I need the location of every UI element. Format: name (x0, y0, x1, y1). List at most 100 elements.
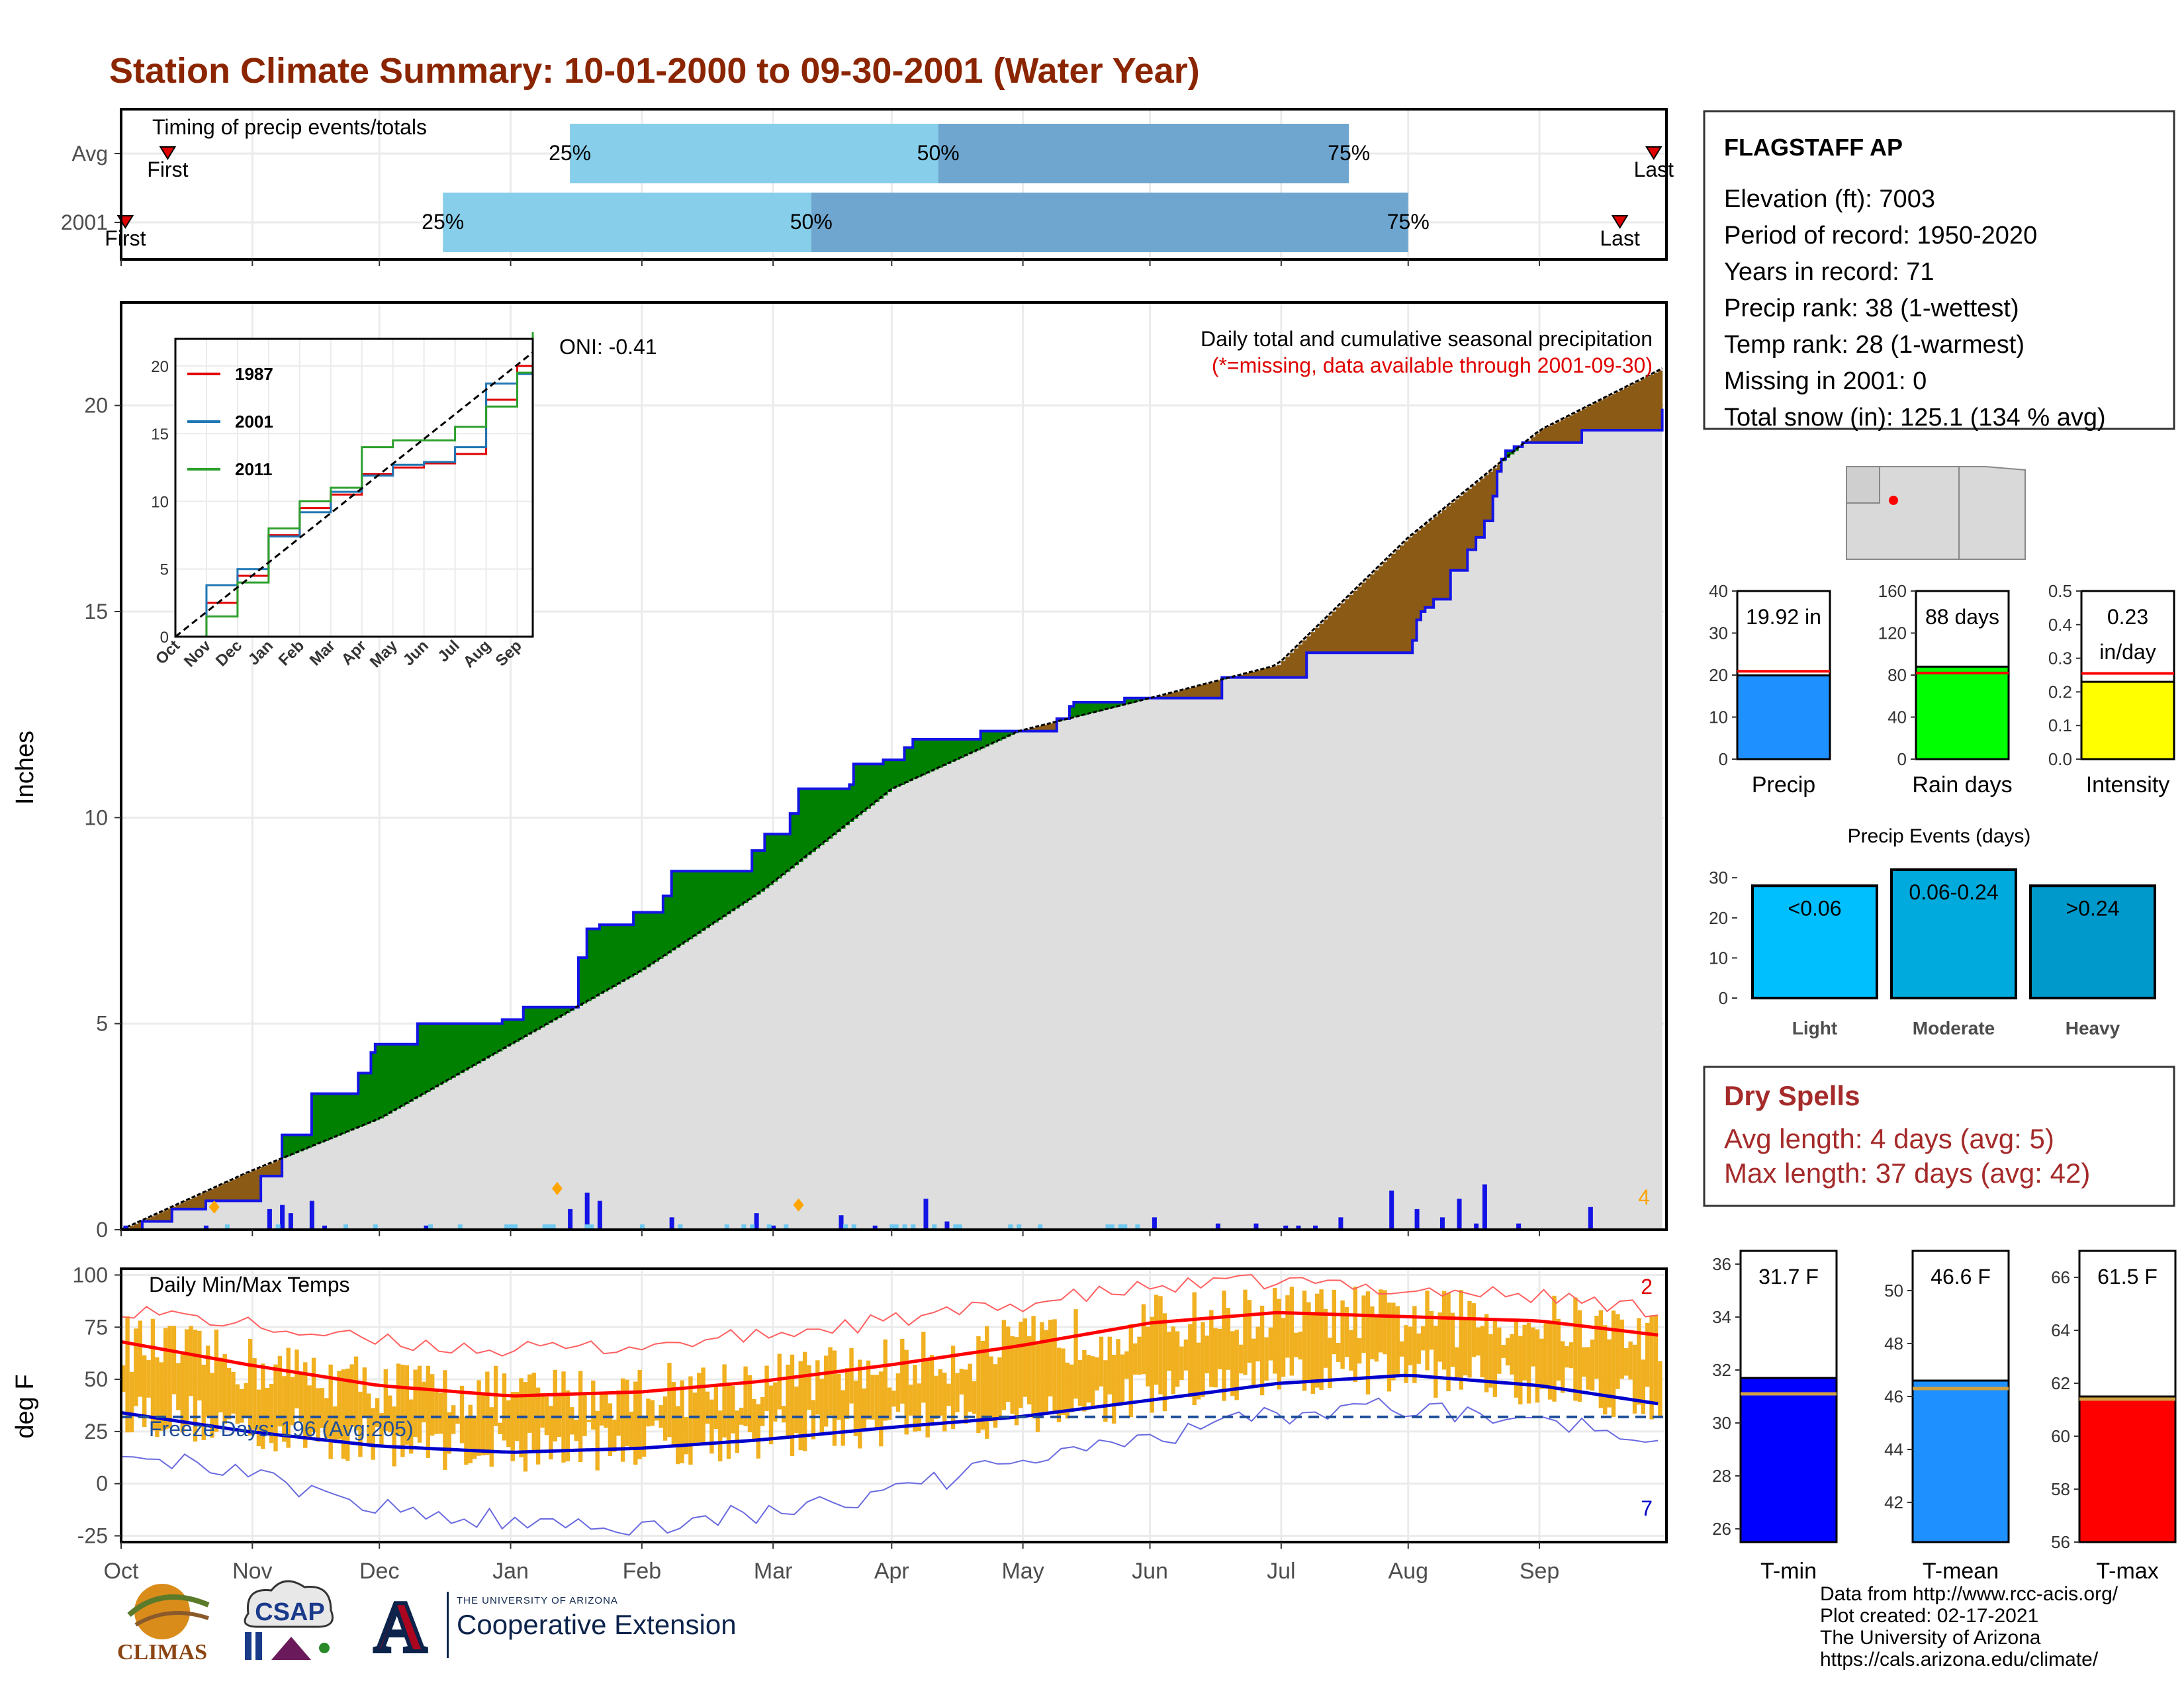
above-average-area (921, 739, 926, 775)
daily-temp-bar (1332, 1290, 1336, 1354)
daily-temp-bar (1294, 1333, 1298, 1357)
daily-temp-bar (176, 1363, 180, 1410)
daily-temp-bar (680, 1381, 684, 1463)
daily-temp-bar (1201, 1322, 1205, 1397)
temp-y-tick-label: -25 (77, 1524, 108, 1548)
below-average-area (1319, 624, 1324, 653)
below-average-area (1188, 688, 1193, 698)
daily-temp-bar (1357, 1338, 1361, 1363)
above-average-area (709, 871, 714, 925)
temp-bar-tick-label: 44 (1884, 1440, 1903, 1459)
daily-temp-bar (434, 1390, 438, 1434)
daily-temp-bar (1535, 1330, 1539, 1403)
daily-temp-bar (709, 1400, 713, 1454)
below-average-area (1637, 381, 1641, 430)
above-average-area (354, 1094, 359, 1129)
above-average-area (600, 925, 604, 994)
daily-temp-bar (1285, 1295, 1289, 1357)
mini-bar-tick-label: 160 (1878, 581, 1907, 601)
daily-temp-bar (1586, 1347, 1590, 1389)
daily-temp-bar (1264, 1337, 1268, 1381)
temp-bar-tick-label: 50 (1884, 1281, 1903, 1301)
temp-bar-tick-label: 34 (1712, 1307, 1731, 1327)
daily-temp-bar (663, 1396, 667, 1441)
above-average-area (286, 1135, 291, 1157)
below-average-area (261, 1167, 265, 1176)
temp-bar-value-label: 46.6 F (1931, 1265, 1991, 1289)
daily-temp-bar (1023, 1318, 1027, 1397)
daily-temp-bar (884, 1340, 887, 1421)
mini-bar-value (1737, 676, 1830, 759)
below-average-area (1366, 578, 1371, 653)
station-stat-line: Period of record: 1950-2020 (1724, 222, 2037, 250)
precip-panel-title: Daily total and cumulative seasonal prec… (1201, 327, 1653, 351)
daily-temp-bar (1193, 1293, 1197, 1405)
above-average-area (506, 1019, 511, 1046)
daily-temp-bar (731, 1386, 735, 1434)
daily-temp-bar (1633, 1345, 1637, 1414)
mini-bar-value-label: 0.23 (2107, 605, 2148, 629)
below-average-area (1353, 591, 1358, 653)
daily-temp-bar (1510, 1334, 1514, 1375)
station-stat-line: Total snow (in): 125.1 (134 % avg) (1724, 404, 2106, 432)
daily-temp-bar (244, 1383, 248, 1418)
daily-temp-bar (1340, 1301, 1344, 1369)
temp-bar-tick-label: 30 (1712, 1413, 1731, 1433)
above-average-area (667, 896, 672, 954)
above-average-area (955, 739, 960, 760)
above-average-area (769, 834, 774, 885)
daily-temp-bar (341, 1369, 345, 1459)
above-average-area (896, 760, 901, 787)
timing-bar-50-75 (938, 124, 1349, 183)
daily-temp-bar (570, 1407, 574, 1434)
below-average-area (1624, 388, 1629, 430)
inset-y-tick-label: 5 (160, 561, 169, 579)
temp-y-tick-label: 100 (73, 1263, 108, 1287)
below-average-area (1197, 686, 1201, 698)
above-average-area (481, 1024, 486, 1061)
daily-temp-bar (1446, 1293, 1450, 1391)
precip-panel-subtitle: (*=missing, data available through 2001-… (1212, 353, 1653, 377)
daily-precip-bar (1389, 1191, 1394, 1230)
above-average-area (714, 871, 719, 923)
above-average-area (469, 1024, 473, 1068)
below-average-area (1590, 404, 1595, 430)
daily-temp-bar (1518, 1336, 1522, 1404)
daily-temp-bar (587, 1420, 591, 1422)
daily-temp-bar (769, 1386, 773, 1445)
above-average-area (430, 1024, 435, 1090)
daily-precip-bar (310, 1201, 314, 1230)
daily-temp-bar (430, 1374, 434, 1436)
below-average-area (1324, 619, 1328, 653)
daily-temp-bar (1273, 1288, 1277, 1374)
below-average-area (218, 1185, 223, 1201)
daily-temp-bar (1209, 1310, 1213, 1387)
daily-precip-bar (1588, 1207, 1593, 1230)
below-average-area (1421, 527, 1426, 612)
below-average-area (269, 1164, 274, 1176)
daily-precip-bar (267, 1209, 272, 1230)
daily-temp-bar (557, 1393, 561, 1437)
daily-temp-bar (1527, 1323, 1531, 1404)
daily-temp-bar (295, 1349, 298, 1408)
temp-x-tick-label: Apr (874, 1559, 909, 1584)
above-average-area (659, 913, 663, 959)
dry-spells-avg: Avg length: 4 days (avg: 5) (1724, 1123, 2054, 1154)
below-average-area (1264, 668, 1269, 678)
above-average-area (451, 1024, 456, 1078)
below-average-area (1396, 550, 1400, 653)
above-average-area (684, 871, 689, 942)
daily-temp-bar (1472, 1303, 1476, 1357)
mini-bar-tick-label: 0.3 (2048, 649, 2072, 668)
mini-bar-tick-label: 10 (1709, 708, 1728, 727)
below-average-area (1379, 567, 1383, 653)
above-average-area (490, 1024, 494, 1056)
daily-temp-bar (604, 1393, 608, 1428)
daily-temp-bar (1006, 1326, 1010, 1402)
daily-temp-bar (426, 1366, 430, 1458)
above-average-area (477, 1024, 481, 1064)
daily-temp-bar (718, 1410, 722, 1461)
below-average-area (236, 1178, 240, 1201)
daily-temp-bar (1480, 1326, 1484, 1377)
last-label: Last (1634, 158, 1674, 181)
